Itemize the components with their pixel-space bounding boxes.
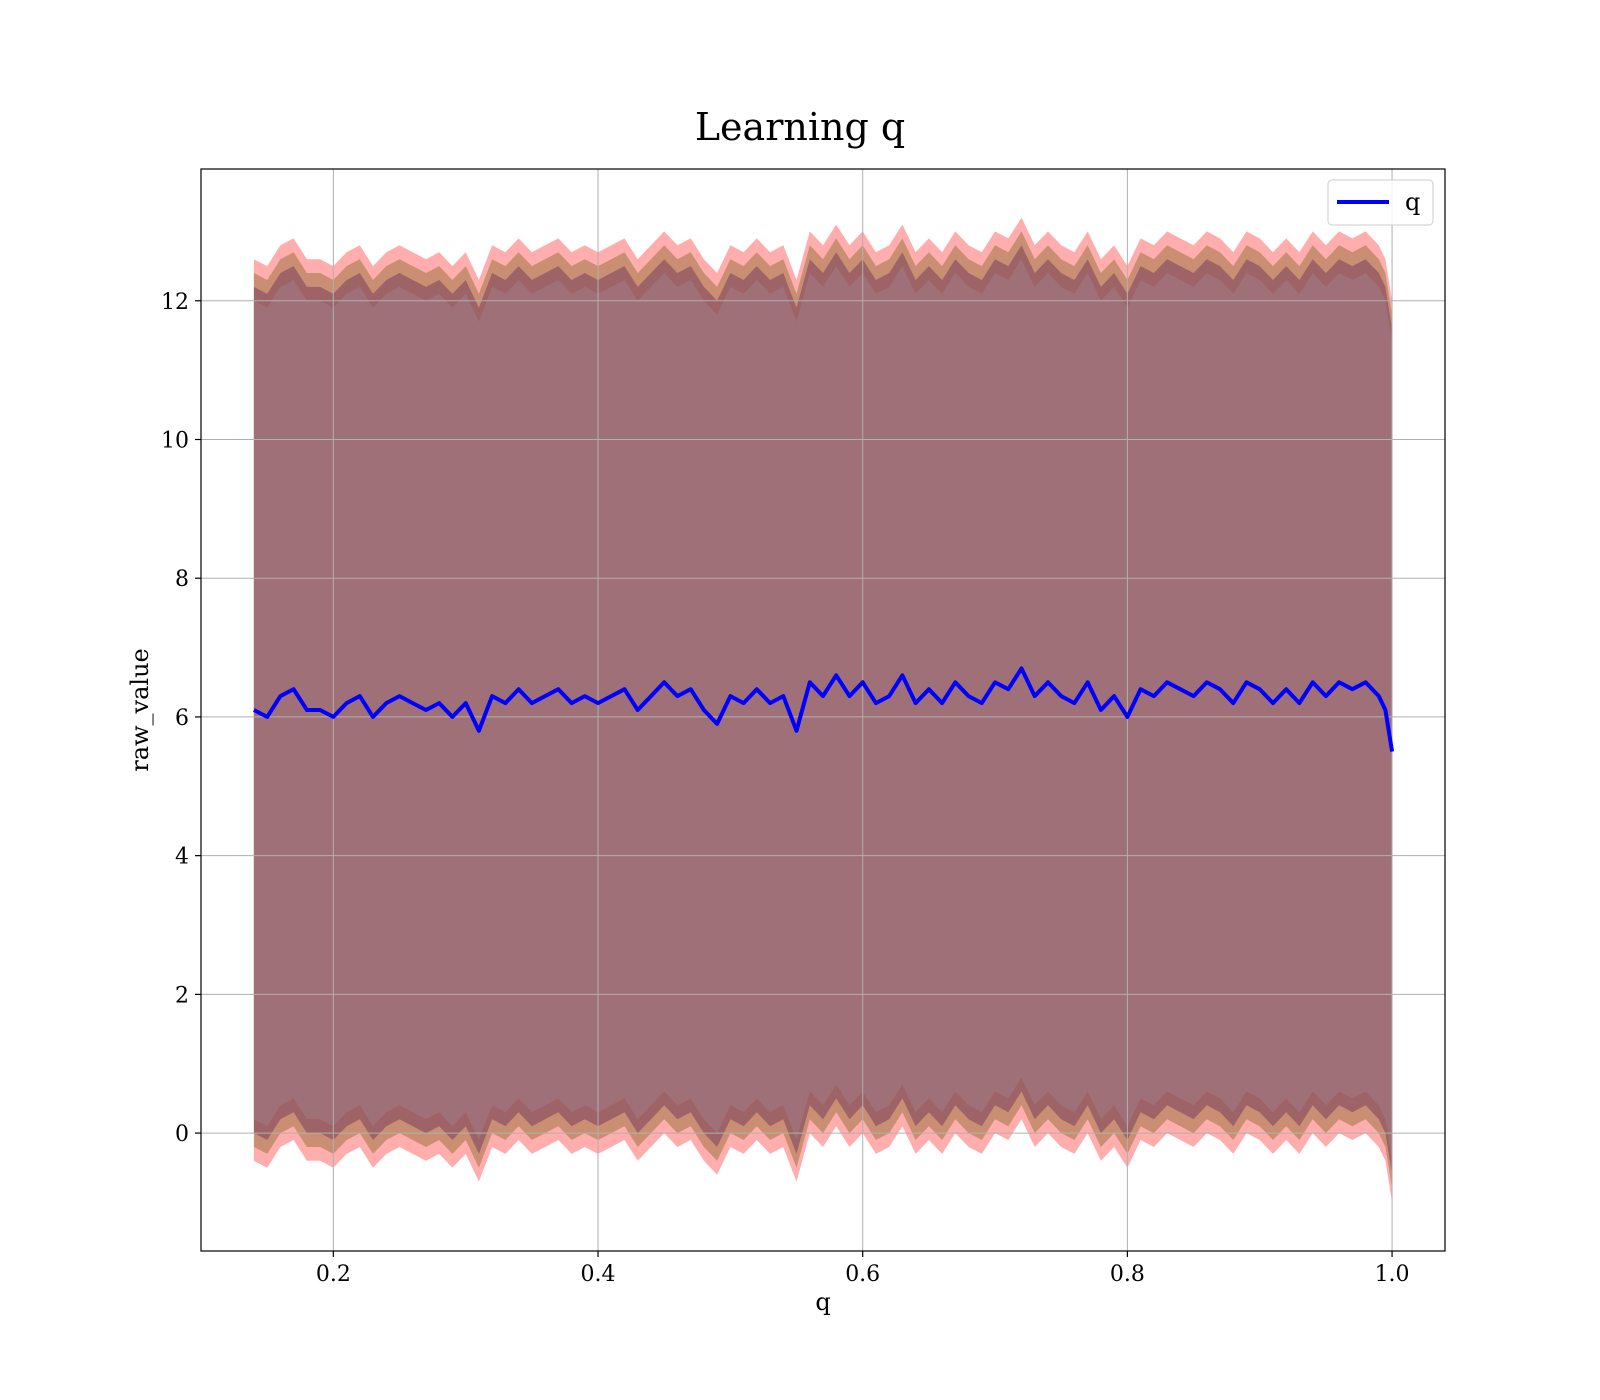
y-axis-ticks: 0 2 4 6 8 10 12 bbox=[161, 290, 201, 1147]
x-tick-label-2: 0.6 bbox=[845, 1262, 880, 1287]
grid-lines bbox=[201, 169, 1445, 1251]
y-tick-label-2: 4 bbox=[175, 845, 189, 870]
plot-frame bbox=[200, 168, 1446, 1252]
legend: q bbox=[1327, 179, 1434, 226]
y-tick-label-0: 0 bbox=[175, 1122, 189, 1147]
y-tick-label-3: 6 bbox=[175, 706, 189, 731]
legend-label-q: q bbox=[1405, 188, 1420, 216]
x-tick-label-0: 0.2 bbox=[316, 1262, 351, 1287]
x-tick-label-4: 1.0 bbox=[1375, 1262, 1410, 1287]
series-line-q bbox=[252, 666, 1395, 752]
x-tick-label-3: 0.8 bbox=[1110, 1262, 1145, 1287]
x-axis-ticks: 0.2 0.4 0.6 0.8 1.0 bbox=[316, 1251, 1410, 1287]
confidence-bands bbox=[253, 217, 1393, 1203]
band-core bbox=[253, 259, 1393, 1161]
y-tick-label-1: 2 bbox=[175, 983, 189, 1008]
y-axis-label: raw_value bbox=[126, 648, 154, 772]
chart-title: Learning q bbox=[695, 105, 905, 149]
y-tick-label-5: 10 bbox=[161, 429, 189, 454]
series-lines bbox=[252, 666, 1395, 752]
x-axis-label: q bbox=[815, 1288, 830, 1316]
x-tick-label-1: 0.4 bbox=[581, 1262, 616, 1287]
y-tick-label-4: 8 bbox=[175, 567, 189, 592]
y-tick-label-6: 12 bbox=[161, 290, 189, 315]
